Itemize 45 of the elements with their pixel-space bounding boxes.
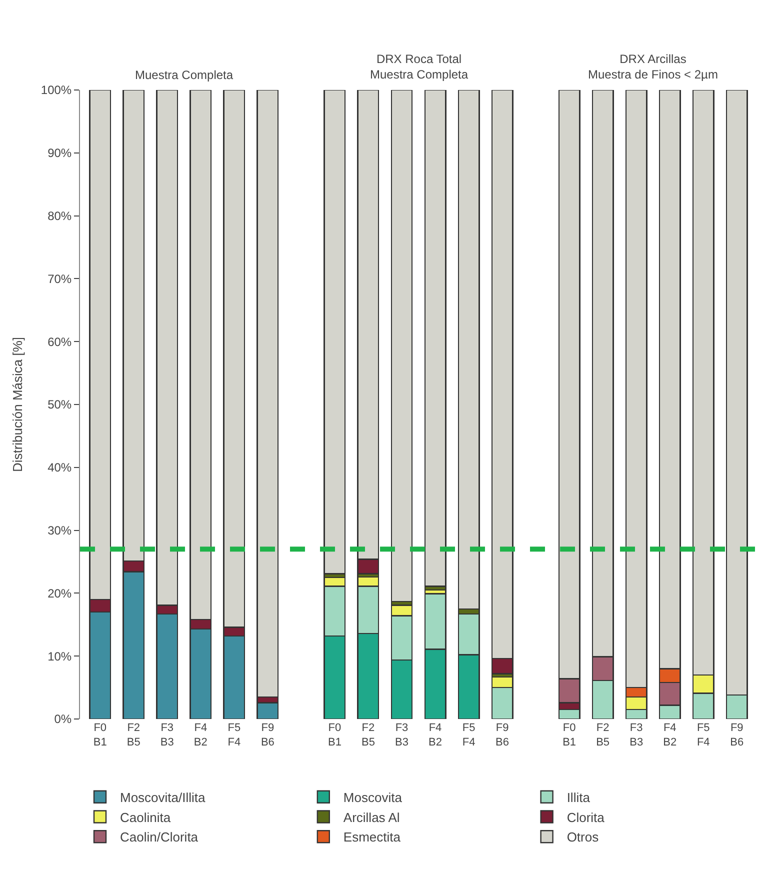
legend-label: Illita <box>566 790 591 805</box>
y-tick-label: 0% <box>54 712 72 726</box>
y-tick-label: 30% <box>48 524 72 538</box>
y-tick-label: 10% <box>48 649 72 664</box>
legend-label: Moscovita <box>343 790 403 805</box>
bar <box>424 90 446 587</box>
x-tick-label: F2 B5 <box>361 722 375 748</box>
x-tick-label: F0 B1 <box>93 722 107 748</box>
y-axis-title: Distribución Másica [%] <box>10 336 25 472</box>
y-tick-label: 100% <box>40 83 72 98</box>
legend-label: Arcillas Al <box>343 810 400 825</box>
y-tick-label: 40% <box>48 460 72 475</box>
bar <box>390 90 413 602</box>
x-tick-label: F2 B5 <box>596 722 610 748</box>
bar <box>324 90 346 574</box>
x-tick-label: F0 B1 <box>562 722 576 748</box>
legend-label: Esmectita <box>343 830 402 845</box>
x-tick-label: F9 B6 <box>260 722 274 748</box>
x-tick-label: F4 B2 <box>428 722 442 748</box>
x-tick-label: F0 B1 <box>328 722 342 748</box>
x-tick-label: F4 B2 <box>194 722 208 748</box>
x-tick-label: F2 B5 <box>126 722 140 748</box>
x-tick-label: F9 B6 <box>730 722 744 748</box>
legend-label: Caolinita <box>120 810 172 825</box>
y-tick-label: 80% <box>48 209 72 223</box>
legend-label: Moscovita/Illita <box>120 790 206 805</box>
text: DRX Arcillas Muestra de Finos < 2µm <box>588 52 718 82</box>
legend-label: Otros <box>566 830 600 845</box>
text: Muestra Completa <box>135 68 234 82</box>
x-tick-label: F5 F4 <box>696 722 710 748</box>
text: DRX Roca Total Muestra Completa <box>370 52 468 82</box>
y-tick-label: 70% <box>48 272 72 286</box>
x-tick-label: F3 B3 <box>395 722 408 748</box>
x-tick-label: F5 F4 <box>228 722 241 748</box>
x-tick-label: F4 B2 <box>663 722 677 748</box>
x-tick-label: F3 B3 <box>630 722 644 748</box>
x-tick-label: F3 B3 <box>160 722 174 748</box>
y-tick-label: 50% <box>48 398 72 412</box>
y-tick-label: 20% <box>48 586 72 600</box>
y-tick-label: 60% <box>48 334 72 349</box>
legend-label: Clorita <box>566 810 606 825</box>
x-tick-label: F9 B6 <box>496 722 510 748</box>
y-tick-label: 90% <box>48 146 72 160</box>
legend-label: Caolin/Clorita <box>120 830 199 845</box>
x-tick-label: F5 F4 <box>462 722 476 748</box>
